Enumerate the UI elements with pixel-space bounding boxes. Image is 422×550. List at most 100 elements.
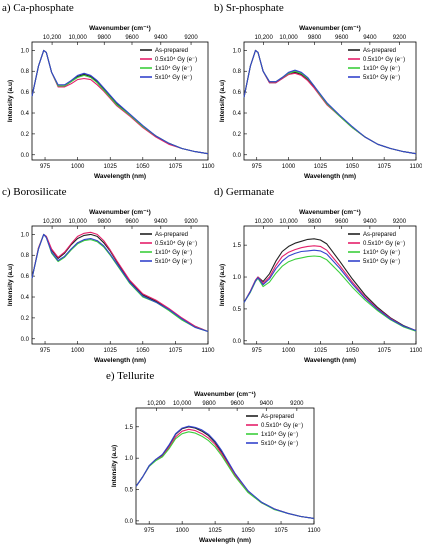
top-tick-label: 9200 (393, 35, 407, 41)
y-tick-label: 1.5 (125, 425, 134, 431)
series-line-as-prepared (243, 238, 417, 332)
x-tick-label: 1075 (274, 528, 288, 534)
x-tick-label: 1025 (314, 164, 328, 170)
y-tick-label: 0.5 (233, 307, 242, 313)
top-tick-label: 9200 (290, 401, 304, 407)
x-tick-label: 1075 (377, 348, 391, 354)
top-tick-label: 9800 (202, 401, 216, 407)
legend-label: 1x10⁴ Gy (e⁻) (155, 249, 192, 256)
y-tick-label: 0.0 (233, 339, 242, 345)
legend-label: As-prepared (261, 414, 294, 420)
x-tick-label: 975 (40, 164, 51, 170)
y-tick-label: 1.0 (21, 48, 30, 54)
legend-label: 5x10⁴ Gy (e⁻) (155, 258, 192, 265)
y-tick-label: 0.8 (21, 69, 30, 75)
y-tick-label: 1.0 (125, 456, 134, 462)
top-tick-label: 9400 (363, 35, 377, 41)
x-tick-label: 975 (40, 348, 51, 354)
y-tick-label: 0.0 (233, 153, 242, 159)
top-tick-label: 9600 (335, 35, 349, 41)
top-tick-label: 10,200 (254, 35, 273, 41)
series-line-5x10-gy-e (31, 49, 209, 155)
x-tick-label: 1050 (346, 164, 360, 170)
top-axis-title: Wavenumber (cm⁻¹) (89, 25, 151, 32)
legend-label: As-prepared (155, 48, 188, 54)
x-tick-label: 1100 (410, 164, 422, 170)
chart-borosilicate: 975 1000 1025 1050 1075 1100 10,200 10,000 9800 9… (7, 209, 215, 364)
series-line-5x10-gy-e (243, 249, 417, 332)
y-tick-label: 0.6 (21, 274, 30, 280)
top-tick-label: 9800 (308, 219, 322, 225)
y-tick-label: 0.8 (21, 253, 30, 259)
x-tick-label: 1000 (282, 164, 296, 170)
y-tick-label: 0.0 (125, 519, 134, 525)
legend-label: As-prepared (363, 48, 396, 54)
x-tick-label: 975 (144, 528, 155, 534)
y-tick-label: 0.0 (21, 153, 30, 159)
top-tick-label: 9600 (125, 35, 139, 41)
y-tick-label: 0.5 (125, 488, 134, 494)
y-tick-label: 0.2 (21, 132, 30, 138)
top-tick-label: 9200 (393, 219, 407, 225)
x-tick-label: 1000 (71, 348, 85, 354)
top-tick-label: 9400 (363, 219, 377, 225)
top-axis-title: Wavenumber (cm⁻¹) (89, 209, 151, 216)
y-tick-label: 1.5 (233, 243, 242, 249)
x-tick-label: 1100 (202, 164, 216, 170)
series-line-5x10-gy-e (31, 233, 209, 333)
top-tick-label: 10,200 (43, 35, 62, 41)
chart-germanate: 975 1000 1025 1050 1075 1100 10,200 10,000 9800 9… (219, 209, 422, 364)
x-tick-label: 1000 (282, 348, 296, 354)
legend-label: 1x10⁴ Gy (e⁻) (261, 431, 298, 438)
x-tick-label: 1075 (169, 348, 183, 354)
top-tick-label: 10,200 (254, 219, 273, 225)
top-tick-label: 10,200 (147, 401, 166, 407)
plot-frame (135, 407, 315, 525)
chart-panel-sr-phosphate: b) Sr-phosphate 975 1000 1025 1050 1075 1100 1… (214, 2, 422, 184)
series-line-0-5x10-gy-e (243, 245, 417, 332)
legend-label: 1x10⁴ Gy (e⁻) (363, 65, 400, 72)
x-axis-title: Wavelength (nm) (199, 537, 251, 544)
top-tick-label: 9400 (154, 35, 168, 41)
top-tick-label: 9800 (98, 35, 112, 41)
chart-panel-germanate: d) Germanate 975 1000 1025 1050 1075 1100 10,2… (214, 186, 422, 368)
y-axis-title: Intensity (a.u) (219, 80, 226, 122)
top-tick-label: 9600 (335, 219, 349, 225)
legend-label: 5x10⁴ Gy (e⁻) (363, 258, 400, 265)
x-tick-label: 975 (252, 164, 263, 170)
legend-label: As-prepared (363, 232, 396, 238)
y-tick-label: 1.0 (21, 232, 30, 238)
x-tick-label: 1050 (241, 528, 255, 534)
legend-label: As-prepared (155, 232, 188, 238)
legend-label: 0.5x10⁴ Gy (e⁻) (155, 56, 197, 63)
legend-label: 0.5x10⁴ Gy (e⁻) (155, 240, 197, 247)
top-tick-label: 9800 (308, 35, 322, 41)
y-axis-title: Intensity (a.u) (7, 264, 14, 306)
y-tick-label: 0.6 (21, 90, 30, 96)
y-tick-label: 0.8 (233, 69, 242, 75)
x-tick-label: 1000 (71, 164, 85, 170)
chart-panel-tellurite: e) Tellurite 975 1000 1025 1050 1075 1100 10,2… (106, 370, 321, 548)
y-tick-label: 0.4 (233, 111, 242, 117)
x-tick-label: 1025 (104, 348, 118, 354)
y-axis-title: Intensity (a.u) (111, 445, 118, 487)
top-tick-label: 9200 (184, 219, 198, 225)
y-tick-label: 0.0 (21, 337, 30, 343)
legend-label: 5x10⁴ Gy (e⁻) (155, 74, 192, 81)
series-line-1x10-gy-e (31, 233, 209, 333)
x-tick-label: 1025 (314, 348, 328, 354)
series-line-5x10-gy-e (243, 49, 417, 155)
legend-label: 1x10⁴ Gy (e⁻) (363, 249, 400, 256)
top-tick-label: 9400 (154, 219, 168, 225)
x-tick-label: 1050 (136, 348, 150, 354)
y-tick-label: 1.0 (233, 275, 242, 281)
x-tick-label: 1100 (202, 348, 216, 354)
x-axis-title: Wavelength (nm) (304, 173, 356, 180)
top-tick-label: 9800 (98, 219, 112, 225)
top-tick-label: 9600 (125, 219, 139, 225)
x-tick-label: 1050 (346, 348, 360, 354)
y-tick-label: 0.2 (21, 316, 30, 322)
legend-label: 0.5x10⁴ Gy (e⁻) (363, 56, 405, 63)
x-axis-title: Wavelength (nm) (94, 357, 146, 364)
chart-panel-ca-phosphate: a) Ca-phosphate 975 1000 1025 1050 1075 1100 1… (2, 2, 215, 184)
